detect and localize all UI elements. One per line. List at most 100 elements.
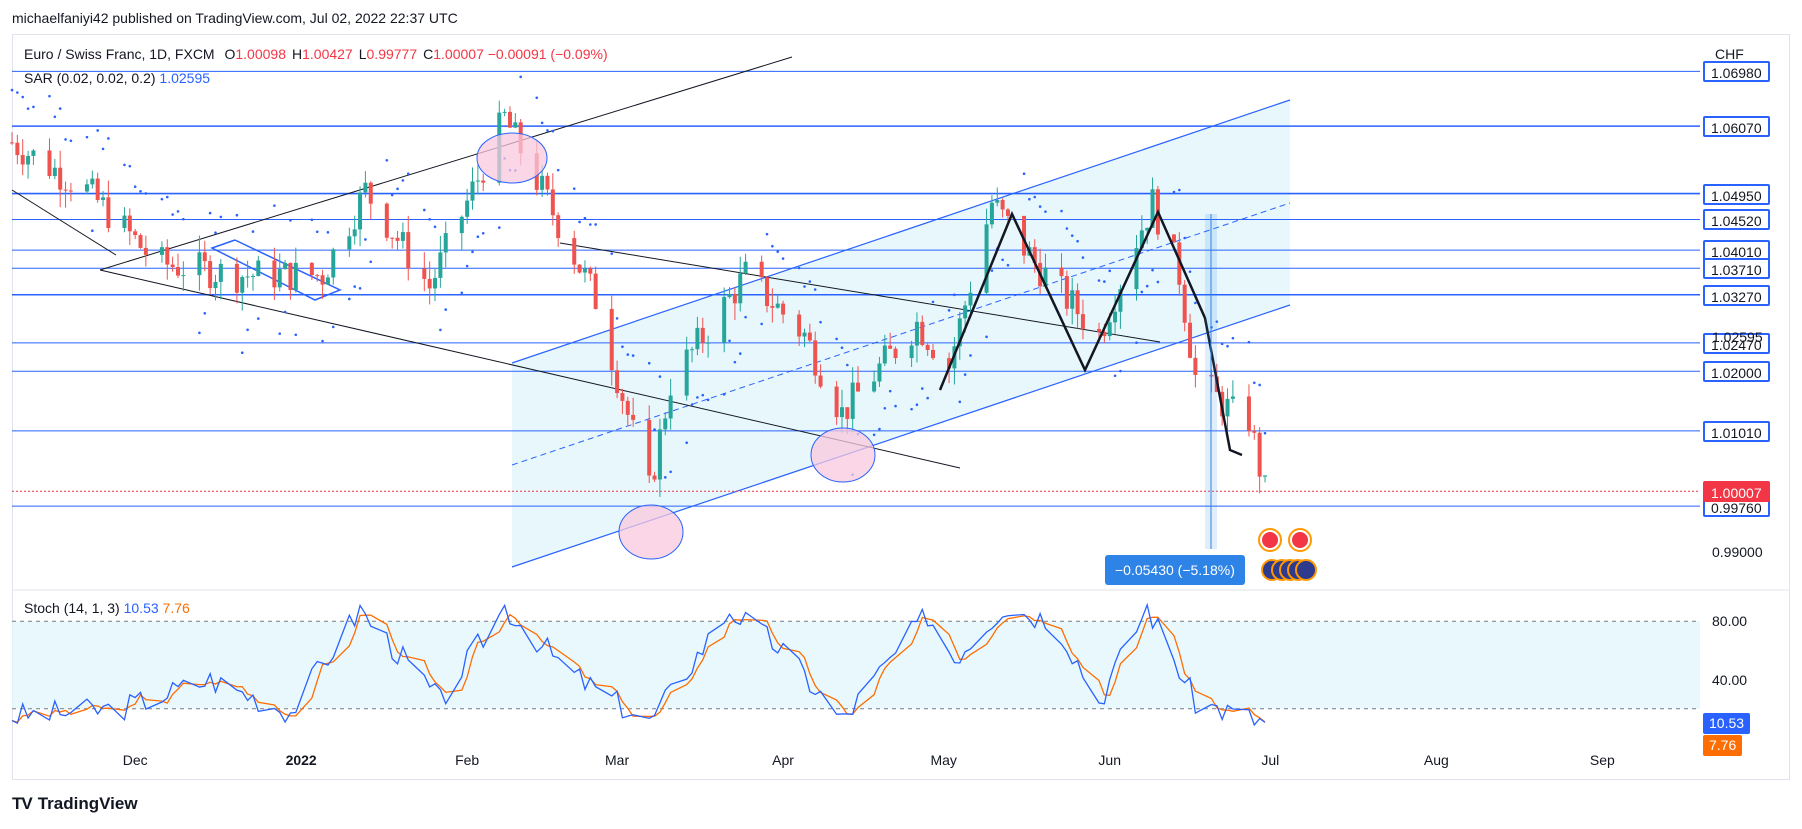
candle-body (352, 229, 357, 237)
sar-dot (1220, 342, 1224, 346)
sar-dot (546, 129, 549, 132)
candle-body (807, 332, 812, 341)
candle-body (465, 200, 470, 217)
candle-body (20, 155, 25, 165)
sar-dot (107, 137, 110, 140)
candle-body (513, 122, 518, 128)
candle-body (850, 382, 855, 419)
candle-body (47, 150, 52, 177)
candle-body (1252, 431, 1257, 433)
candle-body (797, 314, 802, 337)
sar-dot (1103, 280, 1106, 283)
sar-dot (1022, 172, 1026, 176)
candle-body (615, 370, 620, 394)
candle-body (775, 303, 780, 308)
candle-body (1080, 314, 1085, 329)
candle-body (15, 142, 20, 156)
sar-dot (385, 158, 389, 162)
time-axis-label: Jun (1098, 752, 1121, 768)
sar-dot (48, 94, 51, 98)
sar-dot (1263, 431, 1267, 435)
sar-dot (878, 427, 881, 431)
candle-body (818, 375, 823, 387)
sar-dot (958, 400, 962, 404)
upper-trend-line (99, 56, 793, 271)
sar-dot (647, 361, 651, 365)
stoch-panel (11, 589, 1790, 727)
candle-body (1182, 284, 1187, 323)
sar-dot (926, 396, 929, 400)
candle-body (58, 167, 63, 190)
sar-dot (990, 269, 994, 272)
sar-dot (331, 325, 335, 329)
tradingview-logo-icon: TV (12, 794, 33, 813)
candle-body (893, 348, 898, 359)
candle-body (208, 261, 213, 289)
candle-body (1070, 290, 1075, 309)
candle-body (700, 327, 705, 343)
candle-body (175, 267, 180, 276)
sar-dot (219, 215, 223, 219)
candle-body (1134, 248, 1139, 290)
sar-dot (128, 164, 132, 168)
candle-body (727, 294, 732, 298)
sar-dot (653, 428, 656, 431)
candle-body (390, 237, 395, 239)
candle-body (1188, 322, 1193, 358)
ohlc-value-c: 1.00007 (433, 46, 484, 62)
sar-dot (257, 317, 260, 320)
candle-body (609, 308, 614, 371)
time-axis-label: Jul (1261, 752, 1280, 768)
sar-dot (706, 398, 710, 402)
candle-body (1059, 267, 1064, 277)
sar-dot (1194, 301, 1197, 305)
sar-dot (497, 226, 501, 229)
sar-dot (444, 308, 448, 311)
sar-dot (348, 297, 351, 301)
candle-body (743, 261, 748, 274)
candle-body (1139, 230, 1144, 249)
sar-dot (947, 309, 951, 312)
candle-body (245, 276, 250, 278)
candle-body (722, 297, 727, 343)
sar-dot (535, 96, 539, 100)
candle-body (540, 175, 545, 190)
candle-body (165, 247, 170, 265)
time-axis-label: Sep (1589, 752, 1615, 768)
candle-body (250, 275, 255, 277)
sar-dot (176, 210, 180, 213)
sar-dot (251, 230, 255, 233)
candle-body (143, 247, 148, 255)
sar-dot (246, 328, 249, 332)
time-axis-label: Apr (772, 752, 794, 768)
candle-body (406, 232, 411, 269)
candle-body (358, 192, 363, 230)
sar-dot (53, 115, 57, 119)
candle-body (234, 263, 239, 293)
candle-body (668, 395, 673, 419)
candle-body (770, 306, 775, 308)
sar-dot (315, 230, 319, 234)
sar-dot (165, 195, 169, 199)
economic-event-icon (1295, 559, 1317, 581)
sar-dot (96, 129, 99, 132)
sar-dot (321, 339, 324, 343)
sar-dot (551, 129, 555, 133)
sar-dot (696, 396, 699, 399)
sar-dot (401, 179, 405, 182)
sar-dot (931, 300, 935, 304)
sar-dot (369, 260, 373, 264)
candle-body (1257, 432, 1262, 477)
candle-body (481, 180, 486, 183)
channel-mid-line (511, 202, 1291, 466)
candle-body (213, 281, 218, 289)
candle-body (170, 264, 175, 268)
sar-dot (1226, 344, 1229, 348)
sar-dot (208, 211, 212, 215)
sar-dot (969, 354, 972, 357)
candle-body (127, 215, 132, 232)
sar-dot (64, 138, 67, 141)
sar-dot (1119, 369, 1122, 373)
candle-body (240, 276, 245, 293)
